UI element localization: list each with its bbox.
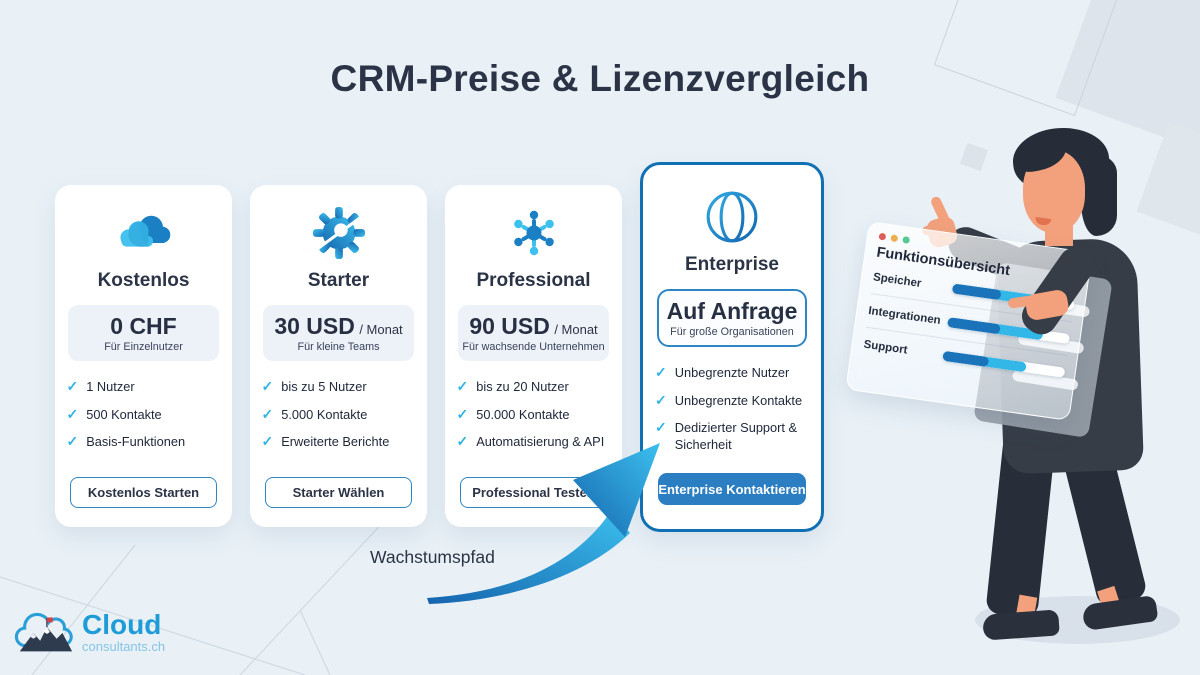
- growth-path-label: Wachstumspfad: [370, 547, 495, 567]
- feature-list: ✓ bis zu 5 Nutzer ✓ 5.000 Kontakte ✓ Erweit…: [261, 378, 416, 462]
- plan-card-enterprise: Enterprise Auf Anfrage Für große Organis…: [640, 162, 824, 532]
- cta-starter-button[interactable]: Starter Wählen: [265, 477, 412, 508]
- price-audience: Für große Organisationen: [670, 326, 794, 338]
- price-box: 0 CHF Für Einzelnutzer: [68, 305, 219, 361]
- feature-text: Basis-Funktionen: [86, 434, 186, 450]
- page-title: CRM-Preise & Lizenzvergleich: [330, 58, 870, 99]
- person-illustration: [895, 123, 1195, 668]
- gear-icon: [311, 205, 366, 261]
- feature-text: bis zu 5 Nutzer: [281, 379, 367, 394]
- logo-brand: Cloud: [82, 608, 162, 640]
- check-icon: ✓: [261, 433, 274, 450]
- plan-name: Professional: [476, 270, 591, 291]
- plan-card-kostenlos: Kostenlos 0 CHF Für Einzelnutzer ✓ 1 Nutz…: [55, 185, 232, 527]
- brand-logo: Cloud consultants.ch: [14, 606, 165, 658]
- check-icon: ✓: [456, 405, 469, 422]
- person-shoe: [982, 609, 1060, 641]
- feature-text: Automatisierung & API: [476, 434, 605, 450]
- check-icon: ✓: [261, 405, 274, 422]
- price-box: 30 USD / Monat Für kleine Teams: [263, 305, 414, 361]
- window-dot-green: [902, 236, 911, 244]
- price-audience: Für Einzelnutzer: [104, 341, 183, 353]
- feature-list: ✓ 1 Nutzer ✓ 500 Kontakte ✓ Basis-Funktione…: [66, 378, 221, 462]
- check-icon: ✓: [456, 433, 469, 450]
- feature-text: 50.000 Kontakte: [476, 406, 570, 422]
- cta-kostenlos-button[interactable]: Kostenlos Starten: [70, 477, 217, 508]
- cloud-mountain-logo-icon: [14, 612, 73, 652]
- feature-text: 500 Kontakte: [86, 406, 162, 422]
- price: Auf Anfrage: [666, 298, 798, 324]
- feature-list: ✓ bis zu 20 Nutzer ✓ 50.000 Kontakte ✓ Auto…: [456, 378, 611, 462]
- check-icon: ✓: [66, 405, 79, 422]
- plan-name: Starter: [307, 270, 370, 291]
- price-audience: Für kleine Teams: [297, 341, 380, 353]
- cta-professional-button[interactable]: Professional Testen: [460, 477, 607, 508]
- plan-card-starter: Starter 30 USD / Monat Für kleine Teams …: [250, 185, 427, 527]
- plan-card-professional: Professional 90 USD / Monat Für wachsend…: [445, 185, 622, 527]
- progress-bar: [942, 350, 1066, 378]
- check-icon: ✓: [655, 419, 667, 436]
- feature-text: Dedizierter Support & Sicherheit: [674, 420, 798, 452]
- price-period: / Monat: [359, 322, 403, 337]
- plan-name: Kostenlos: [97, 270, 190, 291]
- feature-text: 1 Nutzer: [86, 379, 135, 394]
- cloud-icon: [115, 205, 173, 261]
- panel-row-label: Integrationen: [867, 304, 942, 327]
- growth-arrow-icon: [427, 443, 660, 604]
- window-dot-yellow: [890, 234, 899, 243]
- window-dot-red: [878, 232, 887, 241]
- feature-list: ✓ Unbegrenzte Nutzer ✓ Unbegrenzte Kontakt…: [655, 364, 809, 465]
- feature-text: bis zu 20 Nutzer: [476, 379, 569, 394]
- panel-row-label: Speicher: [872, 270, 923, 290]
- price-audience: Für wachsende Unternehmen: [462, 341, 605, 353]
- network-icon: [506, 205, 562, 261]
- deco-lines: [0, 515, 391, 675]
- price-box: Auf Anfrage Für große Organisationen: [657, 289, 807, 347]
- price-box: 90 USD / Monat Für wachsende Unternehmen: [458, 305, 609, 361]
- price: 30 USD: [274, 313, 355, 339]
- check-icon: ✓: [66, 378, 79, 394]
- check-icon: ✓: [456, 378, 469, 394]
- globe-icon: [703, 189, 761, 245]
- price-period: / Monat: [554, 322, 598, 337]
- panel-row-label: Support: [862, 338, 909, 357]
- feature-text: Unbegrenzte Kontakte: [674, 392, 803, 408]
- feature-text: Unbegrenzte Nutzer: [674, 365, 790, 380]
- logo-domain: consultants.ch: [82, 638, 166, 654]
- check-icon: ✓: [66, 433, 79, 450]
- plan-name: Enterprise: [685, 254, 779, 275]
- price: 90 USD: [469, 313, 550, 339]
- check-icon: ✓: [655, 364, 667, 380]
- price: 0 CHF: [110, 313, 177, 339]
- feature-text: 5.000 Kontakte: [281, 406, 368, 422]
- cta-enterprise-button[interactable]: Enterprise Kontaktieren: [658, 473, 806, 505]
- check-icon: ✓: [655, 391, 667, 408]
- feature-text: Erweiterte Berichte: [281, 434, 390, 450]
- check-icon: ✓: [261, 378, 274, 394]
